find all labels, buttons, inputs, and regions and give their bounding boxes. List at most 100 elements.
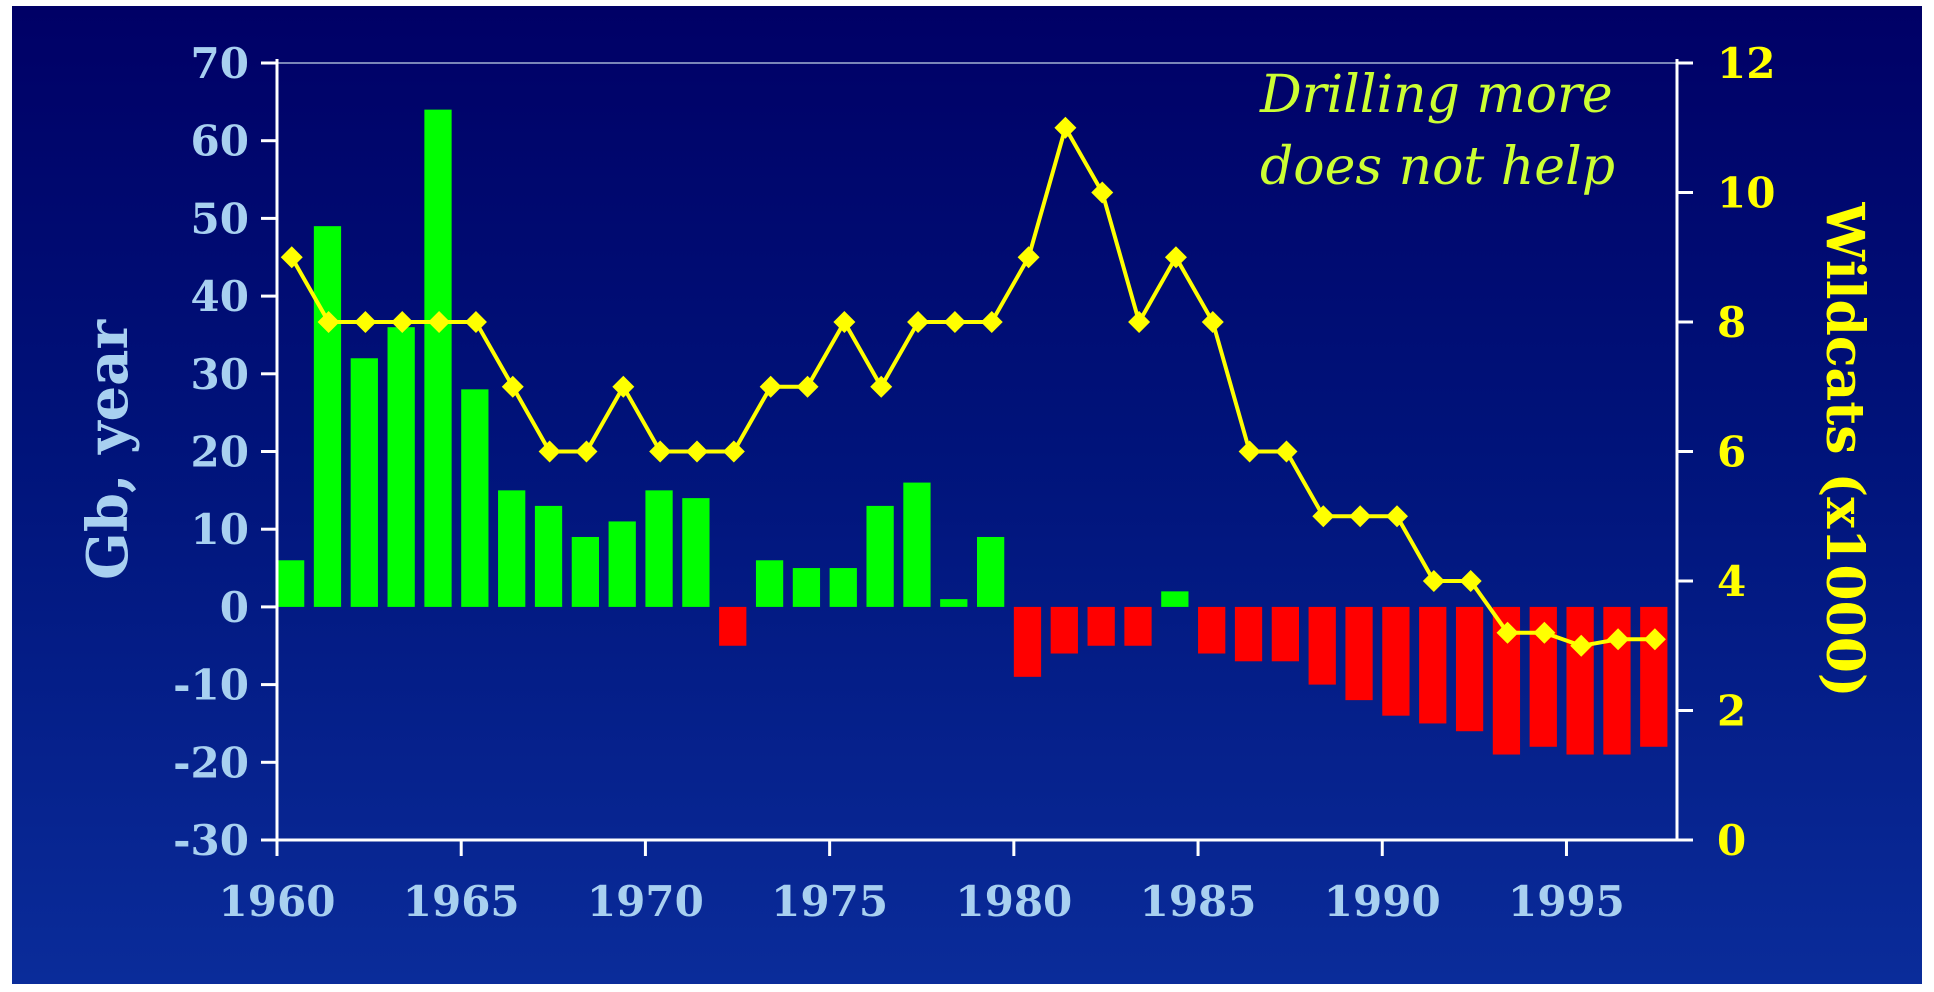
y-right-tick-label: 0	[1717, 816, 1746, 865]
wildcats-point-1980.4	[1017, 246, 1040, 269]
chart-background: 70 60 50 40 30 20 10 0 -10 -20 -30 12 10 8 6 4 2 0 1960 196…	[12, 6, 1922, 984]
x-tick-label: 1985	[1140, 877, 1257, 926]
wildcats-point-1982.4	[1091, 181, 1114, 204]
bar-1965	[461, 389, 489, 607]
x-tick-label: 1965	[403, 877, 520, 926]
wildcats-point-1992.4	[1459, 570, 1482, 592]
wildcats-point-1973.4	[759, 375, 782, 398]
wildcats-point-1966.4	[501, 375, 524, 398]
wildcats-point-1993.4	[1496, 621, 1519, 644]
y-left-tick-label: -10	[173, 661, 249, 710]
y-left-tick-label: 10	[191, 505, 249, 554]
bar-1969	[608, 521, 636, 607]
wildcats-point-1979.4	[980, 311, 1003, 333]
wildcats-point-1985.4	[1201, 311, 1224, 333]
y-left-tick-label: 0	[220, 583, 249, 632]
y-left-tick-label: 50	[191, 194, 249, 243]
bar-1963	[387, 327, 415, 607]
x-tick-label: 1960	[219, 877, 336, 926]
wildcats-point-1990.4	[1386, 505, 1408, 528]
wildcats-point-1969.4	[612, 375, 635, 398]
annotation-line-1: Drilling more	[1259, 65, 1613, 125]
wildcats-point-1963.4	[391, 311, 414, 333]
bar-1966	[498, 490, 526, 607]
wildcats-point-1975.4	[833, 311, 856, 333]
bar-1978	[940, 599, 968, 607]
bar-1988	[1308, 606, 1336, 685]
wildcats-point-1984.4	[1164, 246, 1187, 269]
y-left-tick-label: -20	[173, 738, 249, 787]
wildcats-point-1986.4	[1238, 440, 1261, 463]
bar-1962	[350, 358, 378, 607]
bar-1971	[682, 498, 710, 607]
wildcats-point-1983.4	[1128, 311, 1151, 333]
wildcats-point-1976.4	[870, 375, 893, 398]
y-right-tick-label: 4	[1717, 557, 1746, 606]
annotation-line-2: does not help	[1260, 137, 1615, 197]
wildcats-point-1967.4	[538, 440, 561, 463]
bar-1975	[829, 568, 857, 607]
wildcats-point-1964.4	[428, 311, 451, 333]
bar-1974	[792, 568, 821, 607]
bar-1967	[534, 505, 563, 607]
wildcats-point-1968.4	[575, 440, 598, 463]
bar-1981	[1050, 606, 1078, 654]
bar-1968	[571, 536, 599, 607]
y-right-tick-label: 8	[1717, 298, 1746, 347]
x-tick-label: 1990	[1324, 877, 1441, 926]
wildcats-point-1974.4	[796, 375, 819, 398]
wildcats-point-1994.4	[1533, 621, 1556, 644]
bar-1984	[1161, 591, 1189, 607]
wildcats-point-1996.4	[1607, 628, 1630, 651]
bar-1995	[1566, 606, 1594, 755]
y-left-tick-label: 30	[191, 350, 249, 399]
x-tick-label: 1975	[771, 877, 888, 926]
y-right-tick-label: 2	[1717, 687, 1746, 736]
bar-1989	[1345, 606, 1373, 701]
y-left-tick-label: 70	[191, 39, 249, 88]
bar-1980	[1013, 606, 1042, 677]
bar-1973	[755, 560, 784, 607]
y-right-tick-label: 12	[1717, 39, 1775, 88]
y-right-tick-label: 6	[1717, 428, 1746, 477]
bar-1983	[1124, 606, 1152, 646]
bar-1986	[1234, 606, 1263, 662]
x-tick-label: 1980	[955, 877, 1072, 926]
bar-1987	[1271, 606, 1299, 662]
y-right-tick-label: 10	[1717, 169, 1775, 218]
wildcats-point-1991.4	[1422, 570, 1445, 592]
wildcats-point-1981.4	[1054, 116, 1077, 139]
wildcats-point-1989.4	[1349, 505, 1372, 528]
wildcats-point-1987.4	[1275, 440, 1298, 463]
bar-1985	[1198, 606, 1226, 654]
wildcats-point-1961.4	[317, 311, 340, 333]
wildcats-point-1988.4	[1312, 505, 1335, 528]
wildcats-point-1977.4	[907, 311, 930, 333]
bar-1964	[424, 109, 452, 607]
bar-1977	[903, 482, 931, 607]
wildcats-line	[289, 125, 1655, 648]
bar-1990	[1382, 606, 1410, 716]
bar-1992	[1455, 606, 1484, 732]
wildcats-point-1960.4	[280, 246, 303, 269]
bar-1996	[1603, 606, 1631, 755]
bar-1976	[866, 505, 894, 607]
y-axis-left-label: Gb, year	[75, 319, 141, 580]
wildcats-point-1972.4	[722, 440, 745, 463]
y-left-tick-label: 20	[191, 428, 249, 477]
bar-1979	[977, 536, 1005, 607]
bar-1960	[277, 560, 305, 607]
wildcats-point-1971.4	[686, 440, 708, 463]
y-axis-right-label: Wildcats (x1000)	[1814, 201, 1875, 697]
y-left-tick-label: 40	[191, 272, 249, 321]
bar-1982	[1087, 606, 1115, 646]
bar-1997	[1640, 606, 1668, 747]
bar-1972	[719, 606, 747, 646]
wildcats-point-1978.4	[943, 311, 966, 333]
y-left-tick-label: 60	[191, 117, 249, 166]
bar-1961	[313, 226, 342, 607]
bar-1970	[645, 490, 673, 607]
wildcats-point-1965.4	[464, 311, 487, 333]
